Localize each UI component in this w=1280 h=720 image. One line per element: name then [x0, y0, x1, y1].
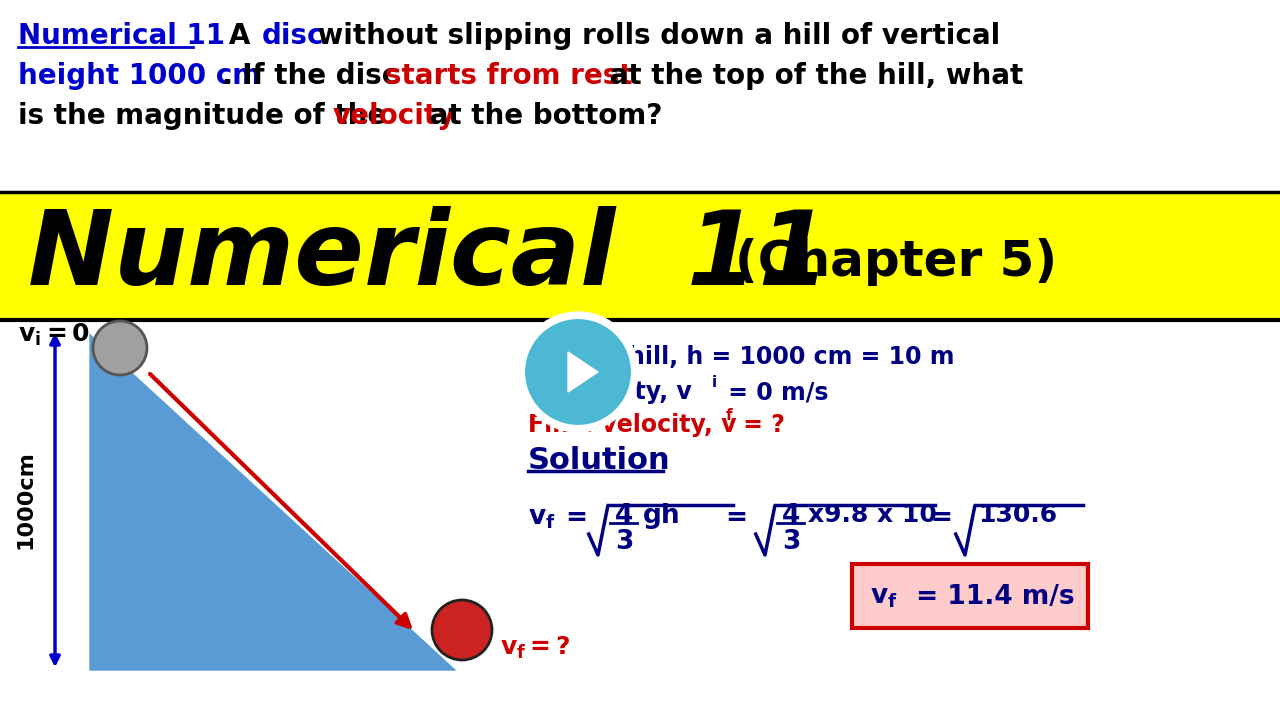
- Text: at the top of the hill, what: at the top of the hill, what: [600, 62, 1023, 90]
- Text: x9.8 x 10: x9.8 x 10: [808, 503, 937, 527]
- FancyBboxPatch shape: [852, 564, 1088, 628]
- Circle shape: [433, 600, 492, 660]
- Text: =: =: [564, 505, 588, 531]
- Text: $\mathbf{v_i = 0}$: $\mathbf{v_i = 0}$: [18, 322, 90, 348]
- Text: locity, v: locity, v: [588, 380, 691, 404]
- Text: f: f: [726, 408, 732, 423]
- Bar: [0, 192, 1280, 320]
- Circle shape: [524, 317, 634, 427]
- Polygon shape: [568, 352, 598, 392]
- Text: 4: 4: [782, 503, 800, 529]
- Text: 1000cm: 1000cm: [15, 451, 35, 549]
- Text: 3: 3: [782, 529, 800, 555]
- Text: Solution: Solution: [529, 446, 671, 475]
- Text: velocity: velocity: [333, 102, 456, 130]
- Text: hill, h = 1000 cm = 10 m: hill, h = 1000 cm = 10 m: [628, 345, 955, 369]
- Text: without slipping rolls down a hill of vertical: without slipping rolls down a hill of ve…: [308, 22, 1000, 50]
- Circle shape: [93, 321, 147, 375]
- Text: height 1000 cm: height 1000 cm: [18, 62, 261, 90]
- Text: 4: 4: [614, 503, 634, 529]
- Text: = ?: = ?: [735, 413, 785, 437]
- Text: (Chapter 5): (Chapter 5): [735, 238, 1057, 286]
- Text: Numerical 11: Numerical 11: [18, 22, 225, 50]
- Circle shape: [518, 312, 637, 432]
- Polygon shape: [90, 330, 460, 670]
- Text: i: i: [712, 375, 717, 390]
- Text: $\mathbf{v_f}$: $\mathbf{v_f}$: [870, 584, 897, 610]
- Text: is the magnitude of the: is the magnitude of the: [18, 102, 396, 130]
- Text: disc: disc: [262, 22, 325, 50]
- Text: =: =: [724, 505, 748, 531]
- Text: A: A: [200, 22, 260, 50]
- Text: . If the disc: . If the disc: [221, 62, 408, 90]
- Text: at the bottom?: at the bottom?: [420, 102, 662, 130]
- Text: 3: 3: [614, 529, 634, 555]
- Text: gh: gh: [643, 503, 681, 529]
- Text: starts from rest: starts from rest: [385, 62, 632, 90]
- Text: = 0 m/s: = 0 m/s: [719, 380, 828, 404]
- Text: Numerical  11: Numerical 11: [28, 205, 829, 307]
- Text: $\mathbf{v_f}$: $\mathbf{v_f}$: [529, 505, 556, 531]
- Text: $\mathbf{v_f = ?}$: $\mathbf{v_f = ?}$: [500, 635, 571, 661]
- Text: =: =: [931, 505, 952, 531]
- Text: = 11.4 m/s: = 11.4 m/s: [908, 584, 1075, 610]
- Text: Final velocity, v: Final velocity, v: [529, 413, 736, 437]
- Text: 130.6: 130.6: [978, 503, 1057, 527]
